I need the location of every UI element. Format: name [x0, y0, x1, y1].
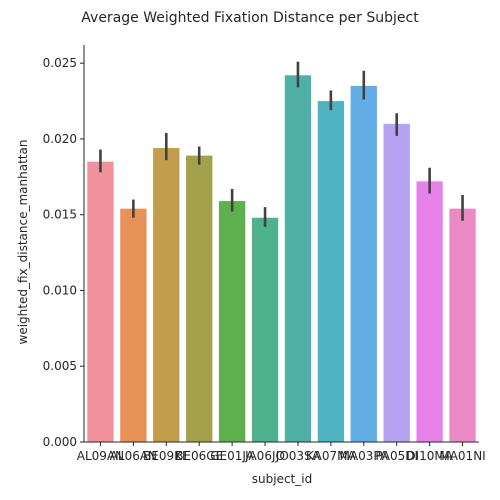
bar-ja06jo — [251, 217, 279, 442]
x-tick-label: BE09KE — [143, 449, 190, 463]
bar-di10ma — [416, 181, 443, 443]
x-tick-label: PA05DI — [375, 449, 418, 463]
chart-title: Average Weighted Fixation Distance per S… — [81, 10, 419, 26]
x-tick-label: DI10MA — [406, 449, 453, 463]
x-tick-label: AL09AN — [77, 449, 124, 463]
x-tick-label: MA03PA — [340, 449, 389, 463]
x-tick-label: GE01JA — [210, 449, 254, 463]
x-tick-label: KA07MA — [306, 449, 356, 463]
y-tick-label: 0.025 — [43, 56, 77, 70]
y-tick-label: 0.010 — [43, 283, 77, 297]
bar-jo03sa — [284, 75, 312, 442]
plot-area: AL09ANAL06ANBE09KEBE06GEGE01JAJA06JOJO03… — [43, 45, 486, 463]
y-tick-label: 0.000 — [43, 435, 77, 449]
bar-ka07ma — [317, 101, 345, 443]
bar-pa05di — [383, 123, 410, 443]
bar-ge01ja — [218, 201, 246, 442]
x-axis-title: subject_id — [252, 472, 312, 486]
bar-ma03pa — [350, 85, 377, 442]
bar-ma01ni — [449, 208, 476, 442]
y-tick-label: 0.005 — [43, 359, 77, 373]
x-tick-label: AL06AN — [110, 449, 157, 463]
bar-al09an — [87, 161, 114, 442]
x-tick-label: JA06JO — [244, 449, 285, 463]
bar-al06an — [120, 208, 147, 442]
x-tick-label: MA01NI — [439, 449, 485, 463]
bar-be09ke — [153, 148, 180, 443]
bar-be06ge — [186, 155, 213, 442]
y-tick-label: 0.020 — [43, 132, 77, 146]
y-axis-title: weighted_fix_distance_manhattan — [16, 140, 30, 345]
y-tick-label: 0.015 — [43, 208, 77, 222]
x-tick-label: BE06GE — [175, 449, 223, 463]
x-tick-label: JO03SA — [275, 449, 321, 463]
